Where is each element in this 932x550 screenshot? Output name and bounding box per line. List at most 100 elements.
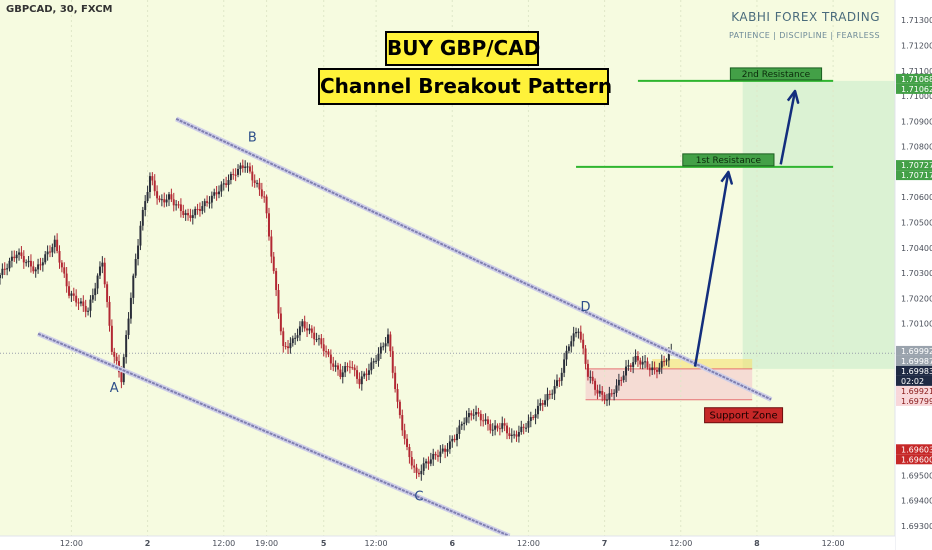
price-tick-6: 1.70600 bbox=[901, 193, 932, 202]
candle-body bbox=[651, 367, 654, 371]
candle-body bbox=[322, 344, 325, 352]
candle-body bbox=[196, 208, 199, 210]
time-tick-1: 2 bbox=[145, 539, 151, 548]
candle-body bbox=[584, 348, 587, 364]
candle-body bbox=[132, 275, 135, 298]
price-label-bg-4 bbox=[896, 345, 932, 356]
candle-body bbox=[287, 346, 290, 349]
candle-body bbox=[163, 199, 166, 203]
time-tick-4: 5 bbox=[321, 539, 327, 548]
candle-body bbox=[134, 258, 137, 276]
candle-body bbox=[415, 467, 418, 473]
price-label-3: 1.70717 bbox=[901, 171, 932, 180]
candle-body bbox=[229, 173, 232, 181]
candle-body bbox=[356, 370, 359, 379]
resistance-layer: 1st Resistance 2nd Resistance Support Zone bbox=[576, 67, 834, 424]
candle-body bbox=[144, 201, 147, 210]
candle-body bbox=[39, 264, 42, 266]
candle-body bbox=[448, 441, 451, 450]
time-tick-7: 12:00 bbox=[517, 539, 540, 548]
price-tick-13: 1.69400 bbox=[901, 497, 932, 506]
candle-body bbox=[498, 428, 501, 430]
candle-body bbox=[37, 264, 40, 270]
candle-body bbox=[391, 351, 394, 373]
candle-body bbox=[641, 361, 644, 365]
candle-body bbox=[486, 419, 489, 425]
candle-body bbox=[513, 434, 516, 436]
candle-body bbox=[103, 262, 106, 285]
candle-body bbox=[8, 260, 11, 269]
time-tick-6: 6 bbox=[449, 539, 455, 548]
candle-body bbox=[465, 417, 468, 423]
candle-body bbox=[434, 453, 437, 456]
price-tick-0: 1.71300 bbox=[901, 16, 932, 25]
candle-body bbox=[570, 341, 573, 347]
candle-body bbox=[620, 379, 623, 381]
point-label-d: D bbox=[581, 300, 591, 315]
candle-body bbox=[75, 295, 78, 303]
candle-body bbox=[220, 184, 223, 192]
candle-body bbox=[663, 361, 666, 363]
candle-body bbox=[251, 171, 254, 181]
candle-body bbox=[377, 353, 380, 361]
brand-block: KABHI FOREX TRADING PATIENCE | DISCIPLIN… bbox=[729, 10, 880, 40]
candle-body bbox=[298, 326, 301, 336]
candle-body bbox=[413, 465, 416, 468]
candle-body bbox=[65, 273, 68, 287]
candle-body bbox=[529, 417, 532, 422]
candle-body bbox=[341, 372, 344, 378]
candle-body bbox=[563, 359, 566, 373]
candle-body bbox=[575, 332, 578, 334]
candle-body bbox=[441, 448, 444, 452]
candle-body bbox=[1, 268, 4, 275]
price-label-bg-9 bbox=[896, 395, 932, 406]
candle-body bbox=[389, 334, 392, 352]
candle-body bbox=[551, 393, 554, 395]
candle-body bbox=[608, 393, 611, 400]
candle-body bbox=[446, 449, 449, 452]
symbol-label: GBPCAD, 30, FXCM bbox=[6, 4, 113, 15]
price-tick-9: 1.70300 bbox=[901, 269, 932, 278]
price-tick-11: 1.70100 bbox=[901, 320, 932, 329]
candle-body bbox=[577, 331, 580, 333]
candle-body bbox=[386, 334, 389, 344]
candle-body bbox=[539, 403, 542, 406]
candle-body bbox=[489, 424, 492, 431]
candle-body bbox=[382, 346, 385, 348]
arrows-layer bbox=[693, 89, 800, 367]
candle-body bbox=[460, 423, 463, 426]
candle-body bbox=[334, 365, 337, 367]
candle-body bbox=[603, 394, 606, 401]
candle-body bbox=[510, 434, 513, 437]
resistance-label-2: 2nd Resistance bbox=[742, 70, 811, 80]
candle-body bbox=[453, 438, 456, 441]
candle-body bbox=[306, 328, 309, 331]
candle-body bbox=[555, 380, 558, 387]
candle-body bbox=[46, 251, 49, 255]
candle-body bbox=[156, 191, 159, 199]
projection-arrow-2 bbox=[779, 90, 797, 165]
candle-body bbox=[610, 393, 613, 395]
candle-body bbox=[137, 245, 140, 259]
candle-body bbox=[291, 338, 294, 344]
candle-body bbox=[420, 470, 423, 475]
candle-body bbox=[384, 343, 387, 347]
candle-body bbox=[82, 301, 85, 306]
candle-body bbox=[370, 362, 373, 371]
price-tick-8: 1.70400 bbox=[901, 244, 932, 253]
candle-body bbox=[189, 215, 192, 218]
candle-body bbox=[53, 239, 56, 248]
candle-body bbox=[494, 425, 497, 430]
candle-body bbox=[277, 290, 280, 314]
candle-body bbox=[317, 338, 320, 340]
candle-body bbox=[165, 199, 168, 203]
candle-body bbox=[115, 356, 118, 362]
candle-body bbox=[548, 393, 551, 395]
candle-body bbox=[558, 380, 561, 382]
candle-body bbox=[22, 256, 25, 263]
candle-body bbox=[625, 366, 628, 376]
candle-body bbox=[639, 360, 642, 365]
candle-body bbox=[248, 166, 251, 172]
candle-body bbox=[148, 176, 151, 192]
candle-body bbox=[429, 459, 432, 464]
